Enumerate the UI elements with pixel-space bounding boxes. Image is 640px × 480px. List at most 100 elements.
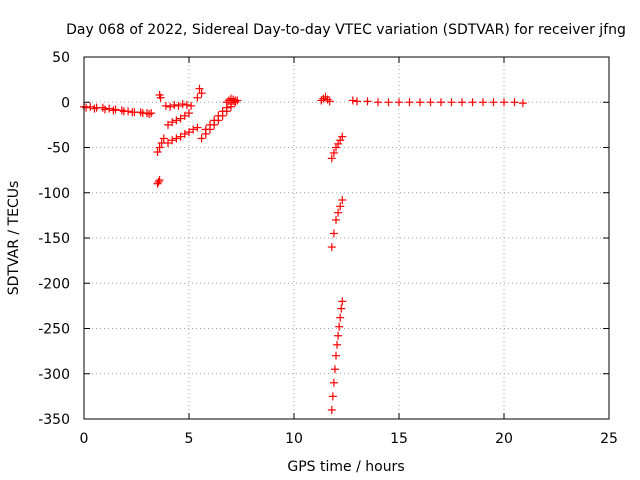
data-point (437, 98, 445, 107)
data-point (101, 105, 109, 114)
data-point (336, 136, 345, 145)
data-point (153, 179, 162, 188)
x-axis-label: GPS time / hours (287, 459, 404, 475)
x-tick-label: 5 (185, 431, 194, 447)
data-point (317, 96, 326, 105)
data-point (164, 138, 172, 147)
data-point (98, 103, 107, 112)
data-point (336, 313, 345, 322)
data-point (510, 98, 519, 107)
data-point (332, 143, 340, 152)
data-point (327, 154, 336, 163)
data-point (327, 243, 336, 252)
data-point (330, 365, 339, 374)
y-tick-label: -350 (38, 412, 70, 428)
data-point (176, 132, 185, 141)
data-point (332, 351, 340, 360)
chart-title: Day 068 of 2022, Sidereal Day-to-day VTE… (66, 22, 626, 38)
data-point (374, 98, 382, 107)
data-point (168, 118, 177, 127)
data-point (332, 215, 340, 224)
data-point (172, 134, 181, 143)
data-point (447, 98, 456, 107)
y-axis-label: SDTVAR / TECUs (6, 181, 22, 296)
y-tick-label: -200 (38, 276, 70, 292)
data-point (180, 129, 189, 138)
data-point (159, 134, 168, 143)
data-point (185, 109, 193, 118)
data-point (185, 128, 193, 137)
grid (84, 57, 609, 419)
data-point (218, 107, 227, 116)
data-point (395, 98, 403, 107)
data-point (189, 125, 198, 134)
data-point (90, 104, 99, 113)
data-point (518, 99, 527, 108)
data-point (338, 297, 347, 306)
data-point (164, 120, 172, 129)
data-point (336, 202, 345, 211)
data-points (80, 84, 527, 414)
data-point (180, 111, 189, 120)
data-point (105, 104, 114, 113)
data-point (426, 98, 435, 107)
data-point (166, 102, 175, 111)
data-point (363, 97, 372, 106)
data-point (334, 208, 343, 217)
y-tick-label: -100 (38, 186, 70, 202)
data-point (416, 98, 424, 107)
data-point (195, 84, 204, 93)
data-point (109, 106, 118, 115)
data-point (117, 106, 126, 115)
data-point (348, 96, 357, 105)
data-point (147, 109, 156, 118)
x-tick-label: 20 (495, 431, 513, 447)
data-point (335, 322, 344, 331)
data-point (489, 98, 498, 107)
y-tick-label: 0 (61, 95, 70, 111)
data-point (168, 136, 177, 145)
y-tick-label: 50 (52, 50, 70, 66)
data-point (214, 111, 223, 120)
data-point (197, 134, 206, 143)
data-point (338, 132, 347, 141)
data-point (224, 96, 233, 105)
data-point (334, 331, 343, 340)
data-point (156, 93, 165, 102)
data-point (468, 98, 477, 107)
plot-frame (83, 56, 610, 420)
data-point (82, 103, 91, 112)
data-point (182, 100, 191, 109)
data-point (458, 98, 466, 107)
data-point (384, 98, 393, 107)
data-point (172, 116, 181, 125)
data-point (161, 101, 170, 110)
data-point (138, 109, 147, 118)
data-point (197, 89, 206, 98)
data-point (328, 392, 337, 401)
data-point (178, 100, 187, 109)
data-point (153, 148, 162, 157)
data-point (155, 143, 164, 152)
y-tick-label: -300 (38, 367, 70, 383)
data-point (145, 110, 154, 119)
data-point (170, 100, 179, 109)
axis-ticks: 0 5 10 15 20 25 50 0 -50 -100 -150 -200 -250 -300 -350 (38, 50, 618, 447)
y-tick-label: -250 (38, 322, 70, 338)
data-point (155, 176, 164, 185)
data-point (329, 378, 338, 387)
data-point (325, 97, 334, 106)
data-point (334, 139, 343, 148)
data-point (86, 102, 95, 111)
data-point (154, 177, 163, 186)
data-point (329, 229, 338, 238)
data-point (479, 98, 487, 107)
data-point (327, 405, 336, 414)
data-point (136, 108, 145, 117)
data-point (500, 98, 508, 107)
data-point (111, 105, 120, 114)
data-point (353, 97, 361, 106)
data-point (329, 148, 338, 157)
data-point (337, 304, 346, 313)
